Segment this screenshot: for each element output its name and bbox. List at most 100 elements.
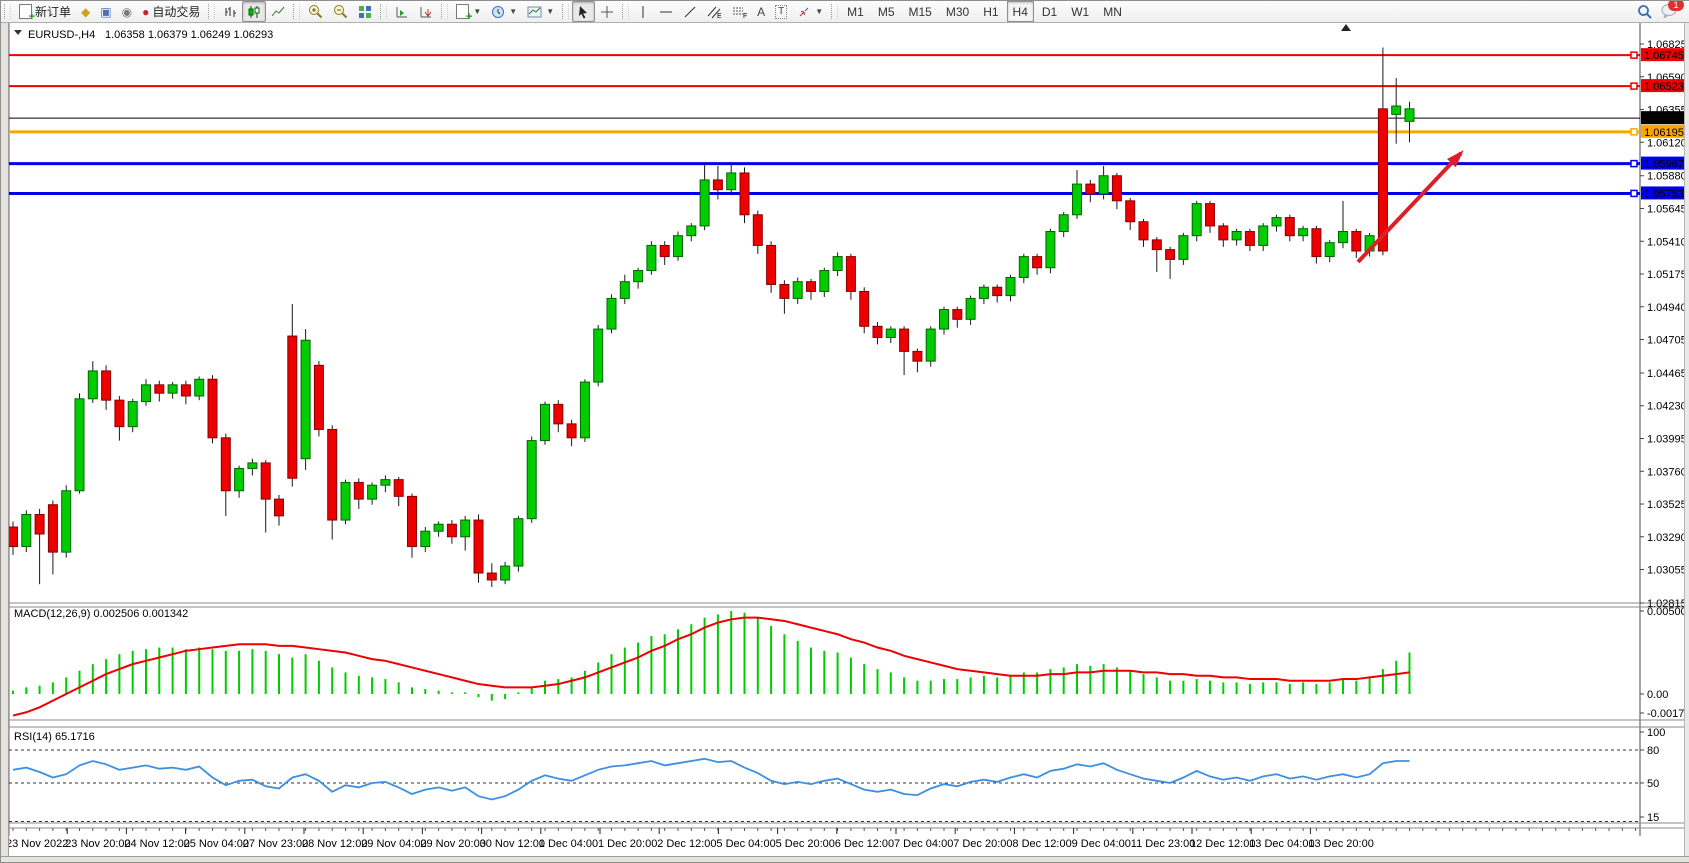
time-axis-label: 13 Dec 04:00: [1249, 838, 1314, 850]
candle-body: [167, 384, 178, 394]
timeframe-w1[interactable]: W1: [1071, 4, 1090, 19]
candle-body: [1098, 175, 1109, 195]
market-watch-button[interactable]: ◆: [76, 1, 95, 22]
candle-body: [1404, 108, 1415, 122]
candle-body: [712, 179, 723, 191]
line-chart-button[interactable]: [266, 1, 290, 22]
time-axis-label: 13 Dec 20:00: [1308, 838, 1373, 850]
collapse-triangle-icon[interactable]: [14, 30, 22, 35]
time-axis-label: 25 Nov 04:00: [184, 838, 249, 850]
price-axis-label: 1.03290: [1647, 532, 1687, 544]
equidistant-channel-icon: E: [707, 6, 722, 19]
templates-button[interactable]: ▼: [522, 1, 559, 22]
zoom-in-button[interactable]: [303, 1, 328, 22]
macd-pane: 0.005002 0.00 -0.001792: [12, 606, 1689, 720]
new-chart-icon: +: [456, 4, 472, 23]
fibonacci-tool-button[interactable]: F: [727, 1, 752, 22]
candle-body: [579, 381, 590, 439]
candle-body: [180, 384, 191, 397]
candle-body: [766, 244, 777, 285]
auto-trading-button[interactable]: ● 自动交易: [137, 1, 205, 22]
price-badge: [1641, 111, 1688, 125]
time-axis-label: 11 Dec 23:00: [1131, 838, 1196, 850]
timeframe-m1[interactable]: M1: [847, 4, 864, 19]
candlestick-chart-button[interactable]: [242, 1, 267, 22]
candle-body: [673, 235, 683, 258]
trend-arrow-shaft[interactable]: [1356, 151, 1463, 264]
bar-chart-button[interactable]: [218, 1, 242, 22]
auto-scroll-button[interactable]: [414, 1, 438, 22]
level-line-handle[interactable]: [1630, 51, 1638, 59]
price-badge-label: 1.06293: [1644, 113, 1684, 125]
zoom-in-icon: [309, 5, 323, 19]
price-badge: [1641, 186, 1688, 200]
price-badge: [1641, 124, 1688, 138]
candle-body: [220, 437, 231, 492]
level-line-handle[interactable]: [1630, 82, 1638, 90]
chart-shift-marker[interactable]: [1341, 24, 1351, 31]
time-axis-label: 27 Nov 23:00: [243, 838, 308, 850]
level-line-handle[interactable]: [1630, 189, 1638, 198]
candle-body: [633, 270, 644, 283]
svg-text:F: F: [743, 13, 747, 19]
tile-windows-button[interactable]: [353, 1, 377, 22]
time-axis-label: 28 Nov 12:00: [302, 838, 367, 850]
price-badge-label: 1.05967: [1644, 159, 1684, 171]
trendline-tool-button[interactable]: [678, 1, 702, 22]
terminal-button[interactable]: ▣: [95, 1, 116, 22]
zoom-out-button[interactable]: [328, 1, 353, 22]
chevron-down-icon: ▼: [546, 7, 555, 16]
macd-axis-label: -0.001792: [1647, 708, 1689, 720]
arrows-icon: [799, 7, 809, 16]
toolbar-grip: [380, 4, 388, 19]
timeframe-m15[interactable]: M15: [908, 4, 932, 19]
svg-text:E: E: [717, 13, 722, 19]
timeframe-d1[interactable]: D1: [1041, 4, 1058, 19]
candle-body: [1138, 221, 1149, 241]
candle-body: [978, 286, 989, 299]
timeframe-h4[interactable]: H4: [1006, 1, 1034, 22]
candle-body: [1191, 203, 1202, 237]
trend-arrow-head[interactable]: [1447, 150, 1464, 168]
rsi-label: RSI(14) 65.1716: [14, 731, 95, 743]
search-icon[interactable]: [1637, 4, 1653, 20]
cursor-tool-button[interactable]: [572, 1, 596, 22]
candle-body: [1271, 217, 1282, 227]
level-line-handle[interactable]: [1630, 128, 1638, 136]
period-button[interactable]: ▼: [486, 1, 522, 22]
crosshair-tool-button[interactable]: [595, 1, 619, 22]
candle-body: [486, 572, 497, 581]
sound-icon: ◉: [121, 4, 133, 19]
new-order-button[interactable]: + 新订单: [14, 1, 76, 23]
timeframe-mn[interactable]: MN: [1103, 4, 1122, 19]
timeframe-m5[interactable]: M5: [877, 4, 895, 19]
chart-shift-button[interactable]: [390, 1, 414, 22]
chart-title-symbol: EURUSD-,H4: [28, 29, 95, 41]
channel-tool-button[interactable]: E: [702, 1, 727, 22]
text-tool-button[interactable]: A: [752, 1, 770, 22]
price-axis-label: 1.04465: [1647, 368, 1687, 380]
notifications-button[interactable]: 1: [1661, 1, 1684, 21]
price-badge: [1641, 79, 1688, 93]
rsi-axis-label: 80: [1647, 745, 1659, 757]
price-axis-label: 1.06120: [1647, 137, 1687, 149]
level-line-handle[interactable]: [1630, 159, 1638, 168]
candle-body: [1284, 217, 1295, 237]
timeframe-h1[interactable]: H1: [983, 4, 999, 19]
window-scrollbar[interactable]: [1684, 22, 1689, 862]
new-order-icon: +: [19, 4, 35, 23]
label-tool-button[interactable]: T: [770, 1, 792, 22]
trendline-icon: [684, 6, 696, 17]
hline-tool-button[interactable]: [654, 1, 678, 22]
new-chart-button[interactable]: + ▼: [451, 1, 486, 23]
terminal-icon: ▣: [100, 4, 112, 19]
candle-body: [646, 244, 657, 272]
vline-tool-button[interactable]: [632, 1, 654, 22]
candle-body: [1058, 214, 1069, 232]
shapes-tool-button[interactable]: ▼: [792, 1, 828, 22]
timeframe-m30[interactable]: M30: [945, 4, 970, 19]
alerts-button[interactable]: ◉: [117, 1, 137, 22]
candle-body: [992, 286, 1003, 297]
candle-body: [912, 350, 923, 362]
